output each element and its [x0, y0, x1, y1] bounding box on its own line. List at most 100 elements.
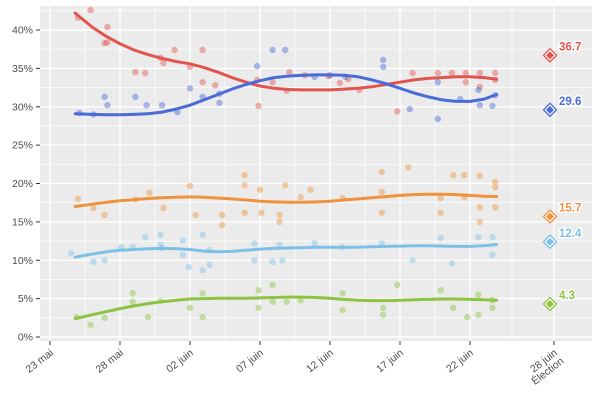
poll-point-blue: [434, 79, 441, 86]
result-marker-red: [546, 51, 555, 60]
y-tick-label: 35%: [12, 63, 33, 75]
poll-point-light-blue: [179, 237, 187, 244]
poll-point-orange: [461, 171, 468, 179]
poll-point-light-blue: [199, 267, 206, 274]
poll-point-orange: [405, 164, 412, 171]
poll-point-orange: [450, 171, 457, 179]
poll-point-red: [448, 69, 455, 77]
poll-point-orange: [256, 186, 264, 193]
poll-point-orange: [146, 189, 153, 196]
poll-point-blue: [282, 46, 289, 54]
poll-point-red: [286, 69, 293, 76]
poll-point-light-blue: [157, 231, 164, 239]
poll-point-orange: [378, 209, 385, 216]
poll-point-light-blue: [448, 260, 455, 267]
poll-point-orange: [258, 209, 265, 216]
poll-point-green: [87, 321, 94, 328]
plot-panel: [40, 6, 592, 341]
poll-point-red: [269, 79, 276, 86]
poll-point-red: [199, 46, 206, 54]
x-tick-label: 28 mai: [94, 347, 126, 376]
y-tick-label: 30%: [12, 101, 33, 113]
poll-point-green: [450, 304, 457, 311]
poll-point-red: [462, 79, 469, 86]
poll-point-orange: [492, 178, 499, 186]
poll-point-light-blue: [276, 241, 283, 249]
poll-point-blue: [101, 93, 108, 101]
poll-point-red: [212, 82, 219, 89]
poll-point-orange: [437, 209, 444, 216]
poll-point-blue: [380, 56, 387, 64]
x-tick-label: 22 juin: [444, 347, 476, 376]
poll-point-green: [437, 287, 444, 294]
poll-point-light-blue: [437, 234, 444, 242]
poll-point-orange: [476, 204, 483, 211]
poll-point-green: [269, 298, 276, 305]
poll-point-red: [255, 102, 262, 110]
poll-point-red: [336, 79, 343, 87]
result-label-blue: 29.6: [559, 96, 581, 108]
trend-line-green: [73, 295, 499, 321]
result-label-green: 4.3: [559, 290, 575, 302]
y-tick-label: 20%: [12, 178, 33, 190]
poll-point-orange: [492, 184, 499, 191]
poll-point-light-blue: [101, 257, 108, 264]
poll-point-green: [186, 304, 194, 311]
poll-point-green: [129, 298, 136, 305]
poll-point-light-blue: [185, 264, 192, 271]
poll-point-light-blue: [489, 251, 496, 259]
poll-point-green: [475, 311, 482, 318]
poll-point-light-blue: [251, 240, 258, 247]
poll-point-green: [255, 304, 262, 311]
poll-point-red: [104, 39, 111, 46]
poll-point-blue: [254, 62, 261, 70]
poll-point-green: [380, 311, 387, 318]
poll-point-orange: [90, 204, 97, 212]
poll-point-orange: [219, 211, 226, 219]
poll-point-blue: [476, 102, 483, 109]
poll-point-light-blue: [199, 231, 206, 239]
poll-point-orange: [276, 211, 283, 219]
poll-point-blue: [216, 99, 223, 107]
poll-point-orange: [74, 195, 82, 203]
poll-point-orange: [241, 181, 248, 189]
poll-point-green: [394, 281, 401, 288]
x-tick-label: 23 mai: [24, 347, 56, 376]
poll-point-light-blue: [90, 258, 97, 265]
poll-point-light-blue: [142, 234, 149, 241]
trend-line-red: [73, 11, 499, 92]
x-tick-label: 02 juin: [164, 347, 196, 376]
poll-point-red: [492, 69, 499, 77]
poll-point-blue: [434, 115, 441, 123]
poll-point-red: [160, 59, 167, 67]
poll-point-light-blue: [475, 234, 482, 241]
y-tick-label: 5%: [18, 293, 33, 305]
poll-point-green: [101, 314, 108, 321]
poll-point-red: [394, 108, 401, 115]
poll-point-red: [462, 69, 469, 77]
poll-point-orange: [282, 181, 289, 189]
poll-point-light-blue: [279, 257, 286, 264]
result-label-red: 36.7: [559, 41, 581, 53]
poll-point-red: [104, 23, 111, 31]
x-tick-label: 12 juin: [304, 347, 336, 376]
poll-point-red: [476, 83, 483, 91]
poll-point-blue: [269, 46, 276, 54]
poll-point-green: [339, 290, 346, 297]
poll-point-light-blue: [489, 234, 496, 241]
result-marker-light-blue: [546, 237, 555, 246]
poll-point-orange: [476, 172, 483, 179]
y-tick-label: 10%: [12, 255, 33, 267]
poll-point-orange: [241, 209, 248, 216]
poll-point-red: [87, 6, 94, 14]
poll-point-orange: [378, 188, 385, 196]
poll-point-blue: [104, 102, 111, 109]
poll-point-blue: [406, 105, 413, 113]
poll-point-orange: [192, 211, 199, 219]
result-marker-orange: [546, 212, 555, 221]
poll-point-light-blue: [251, 257, 258, 264]
poll-point-green: [283, 298, 290, 305]
x-tick-label: 17 juin: [374, 347, 406, 376]
